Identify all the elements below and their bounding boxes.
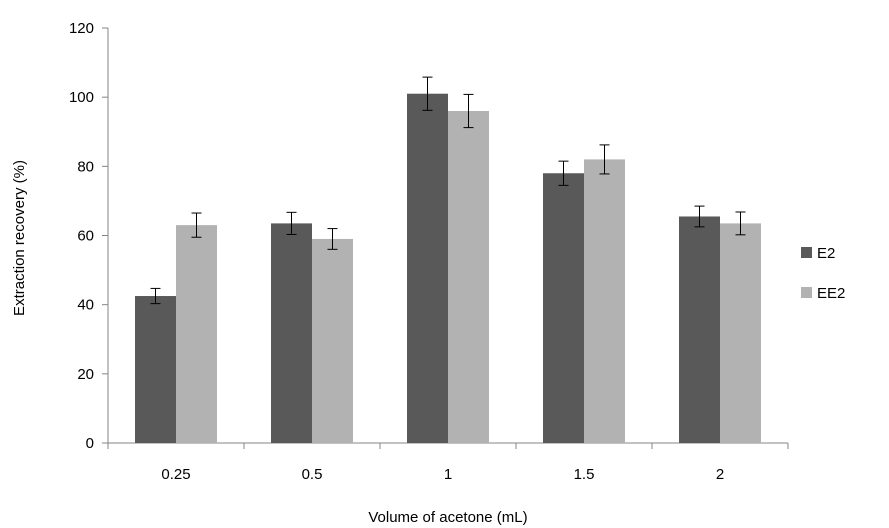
bars [135,93,761,443]
bar-e2 [543,173,584,443]
bar-ee2 [720,223,761,443]
x-tick-label: 0.25 [161,466,190,483]
bar-e2 [679,216,720,443]
y-tick-label: 100 [69,89,94,106]
legend-swatch-ee2 [801,287,812,298]
legend-label-ee2: EE2 [817,285,845,302]
error-bars [150,76,746,305]
bar-e2 [271,223,312,443]
x-tick-label: 0.5 [302,466,323,483]
y-tick-label: 0 [86,435,94,452]
bar-ee2 [312,238,353,443]
legend-label-e2: E2 [817,245,835,262]
legend-swatch-e2 [801,247,812,258]
legend: E2 EE2 [801,245,845,302]
x-tick-label: 1 [444,466,452,483]
y-axis-title: Extraction recovery (%) [11,160,28,316]
y-tick-label: 60 [77,228,94,245]
bar-ee2 [584,159,625,443]
bar-ee2 [448,111,489,443]
y-tick-label: 120 [69,20,94,37]
axes: 0 20 40 60 80 100 120 0.25 0.5 1 1.5 2 [69,20,789,483]
x-tick-label: 1.5 [574,466,595,483]
y-tick-label: 40 [77,297,94,314]
bar-e2 [407,93,448,443]
x-tick-label: 2 [716,466,724,483]
y-tick-label: 80 [77,158,94,175]
bar-e2 [135,296,176,443]
bar-ee2 [176,225,217,443]
y-tick-label: 20 [77,366,94,383]
x-axis-title: Volume of acetone (mL) [368,509,527,526]
